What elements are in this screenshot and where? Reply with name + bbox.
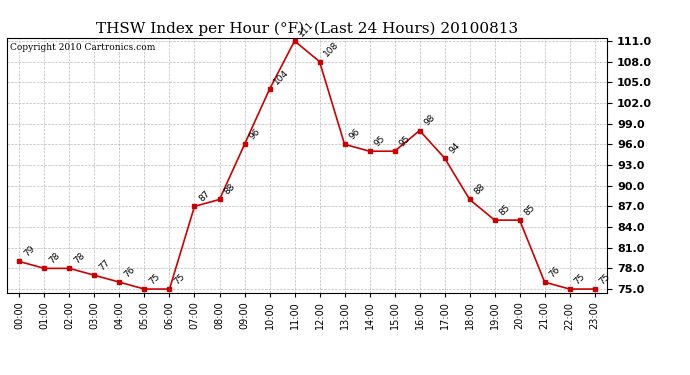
Text: 75: 75 [598,272,612,286]
Text: 111: 111 [297,20,316,38]
Text: 104: 104 [273,68,290,86]
Text: 85: 85 [522,203,537,217]
Text: 79: 79 [22,244,37,259]
Text: Copyright 2010 Cartronics.com: Copyright 2010 Cartronics.com [10,43,155,52]
Text: 78: 78 [72,251,87,266]
Text: 78: 78 [47,251,61,266]
Text: 76: 76 [547,265,562,279]
Text: 75: 75 [147,272,161,286]
Text: 95: 95 [373,134,387,148]
Text: 94: 94 [447,141,462,155]
Text: 96: 96 [347,127,362,141]
Text: 77: 77 [97,258,112,273]
Title: THSW Index per Hour (°F)  (Last 24 Hours) 20100813: THSW Index per Hour (°F) (Last 24 Hours)… [96,22,518,36]
Text: 98: 98 [422,113,437,128]
Text: 88: 88 [222,182,237,196]
Text: 85: 85 [497,203,512,217]
Text: 95: 95 [397,134,412,148]
Text: 75: 75 [172,272,187,286]
Text: 87: 87 [197,189,212,204]
Text: 96: 96 [247,127,262,141]
Text: 75: 75 [573,272,587,286]
Text: 108: 108 [322,40,341,59]
Text: 76: 76 [122,265,137,279]
Text: 88: 88 [473,182,487,196]
